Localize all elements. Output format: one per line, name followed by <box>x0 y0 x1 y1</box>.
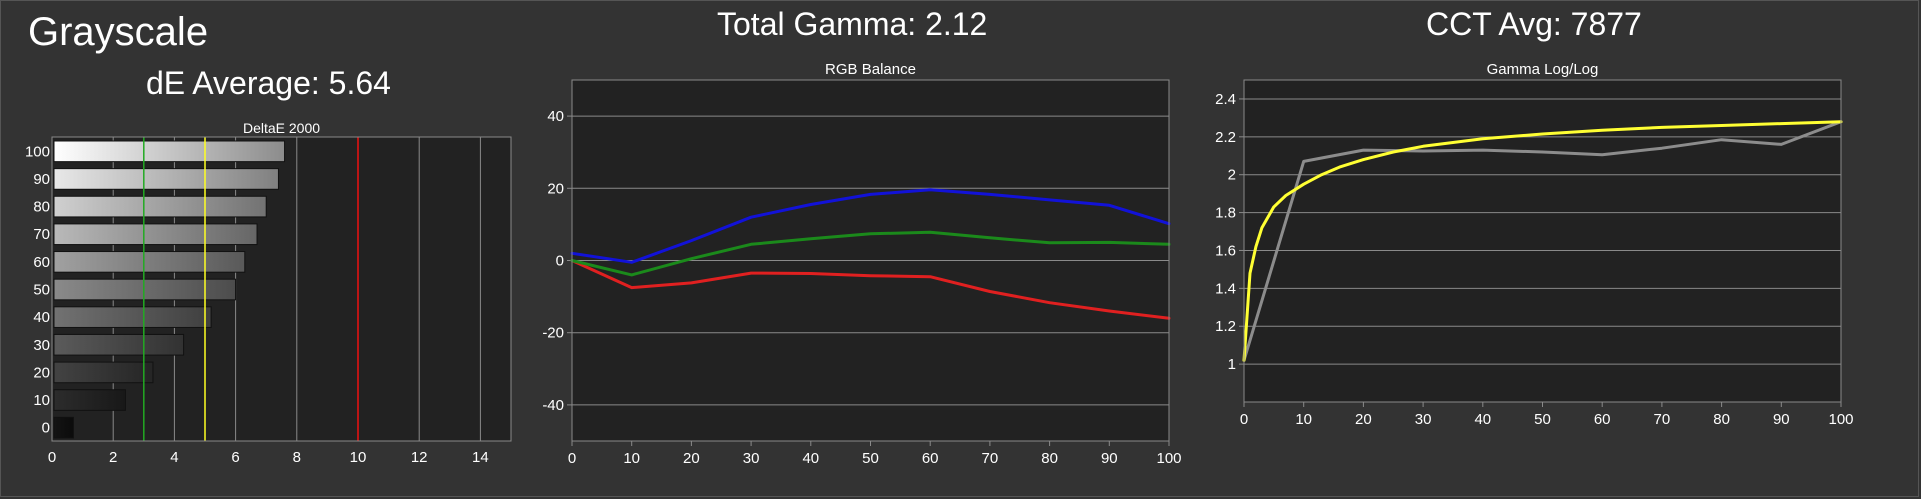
gamma-x-tick-label: 80 <box>1713 411 1730 428</box>
deltae-bar <box>53 389 126 411</box>
de-average-label: dE Average: 5.64 <box>146 65 391 101</box>
rgb-balance-x-tick-label: 10 <box>623 450 640 467</box>
deltae-category-label: 90 <box>33 171 50 188</box>
deltae-bar <box>53 416 74 439</box>
rgb-balance-x-tick-label: 0 <box>568 450 576 467</box>
gamma-series-gray_line <box>1242 120 1843 362</box>
gamma-x-tick-label: 60 <box>1594 411 1611 428</box>
deltae-x-tick-label: 12 <box>411 449 428 466</box>
gamma-x-tick-label: 0 <box>1240 411 1248 428</box>
rgb-balance-x-tick-label: 50 <box>862 450 879 467</box>
gamma-y-tick-label: 1.4 <box>1215 280 1236 297</box>
deltae-category-label: 10 <box>33 392 50 409</box>
gamma-x-tick-label: 50 <box>1534 411 1551 428</box>
gamma-y-tick-label: 2.2 <box>1215 129 1236 146</box>
deltae-bar <box>53 251 246 273</box>
deltae-x-tick-label: 8 <box>293 449 301 466</box>
gamma-series-yellow <box>1242 120 1843 362</box>
deltae-category-label: 0 <box>42 420 50 437</box>
deltae-x-tick-label: 6 <box>231 449 239 466</box>
deltae-x-tick-label: 2 <box>109 449 117 466</box>
deltae-category-label: 80 <box>33 199 50 216</box>
rgb-balance-series-red <box>570 259 1171 320</box>
rgb-balance-y-tick-label: 0 <box>556 253 564 270</box>
deltae-bar <box>53 361 154 384</box>
rgb-balance-x-tick-label: 80 <box>1041 450 1058 467</box>
rgb-balance-series-green <box>570 230 1171 277</box>
deltae-bar <box>53 306 212 328</box>
deltae-bar <box>53 195 267 218</box>
gamma-y-tick-label: 1.8 <box>1215 205 1236 222</box>
rgb-balance-x-tick-label: 60 <box>922 450 939 467</box>
deltae-category-label: 50 <box>33 282 50 299</box>
deltae-x-tick-label: 4 <box>170 449 178 466</box>
gamma-y-tick-label: 2 <box>1228 167 1236 184</box>
deltae-x-tick-label: 10 <box>350 449 367 466</box>
gamma-y-tick-label: 2.4 <box>1215 91 1236 108</box>
gamma-x-tick-label: 10 <box>1295 411 1312 428</box>
deltae-bar <box>53 140 286 163</box>
gamma-y-tick-label: 1.2 <box>1215 318 1236 335</box>
rgb-balance-y-tick-label: 40 <box>547 108 564 125</box>
deltae-category-label: 30 <box>33 337 50 354</box>
gamma-x-tick-label: 30 <box>1415 411 1432 428</box>
rgb-balance-x-tick-label: 70 <box>982 450 999 467</box>
deltae-bar <box>53 168 279 190</box>
rgb-balance-y-tick-label: 20 <box>547 180 564 197</box>
rgb-balance-series-blue <box>570 188 1171 264</box>
deltae-x-tick-label: 0 <box>48 449 56 466</box>
gamma-x-tick-label: 40 <box>1474 411 1491 428</box>
deltae-plot-border <box>51 136 512 442</box>
rgb-balance-y-tick-label: -20 <box>542 325 564 342</box>
deltae-x-tick-label: 14 <box>472 449 489 466</box>
rgb-balance-chart-title: RGB Balance <box>825 61 916 78</box>
gamma-plot-area <box>1244 80 1841 402</box>
cct-average-label: CCT Avg: 7877 <box>1426 6 1642 42</box>
deltae-bar <box>53 333 185 356</box>
rgb-balance-plot-border <box>571 79 1170 442</box>
deltae-bar <box>53 223 258 246</box>
deltae-chart-title: DeltaE 2000 <box>243 120 320 136</box>
deltae-bar <box>53 278 237 301</box>
gamma-y-tick-label: 1.6 <box>1215 242 1236 259</box>
page-title: Grayscale <box>28 10 209 54</box>
gamma-x-tick-label: 70 <box>1654 411 1671 428</box>
rgb-balance-x-tick-label: 30 <box>743 450 760 467</box>
deltae-category-label: 100 <box>25 143 50 160</box>
deltae-category-label: 60 <box>33 254 50 271</box>
gamma-y-tick-label: 1 <box>1228 356 1236 373</box>
rgb-balance-y-tick-label: -40 <box>542 397 564 414</box>
rgb-balance-x-tick-label: 40 <box>802 450 819 467</box>
gamma-x-tick-label: 100 <box>1828 411 1853 428</box>
rgb-balance-x-tick-label: 20 <box>683 450 700 467</box>
gamma-x-tick-label: 90 <box>1773 411 1790 428</box>
gamma-plot-border <box>1243 79 1842 403</box>
rgb-balance-x-tick-label: 100 <box>1156 450 1181 467</box>
deltae-category-label: 40 <box>33 309 50 326</box>
deltae-category-label: 20 <box>33 364 50 381</box>
gamma-x-tick-label: 20 <box>1355 411 1372 428</box>
rgb-balance-x-tick-label: 90 <box>1101 450 1118 467</box>
gamma-chart-title: Gamma Log/Log <box>1487 61 1599 78</box>
total-gamma-label: Total Gamma: 2.12 <box>717 6 988 42</box>
deltae-category-label: 70 <box>33 226 50 243</box>
